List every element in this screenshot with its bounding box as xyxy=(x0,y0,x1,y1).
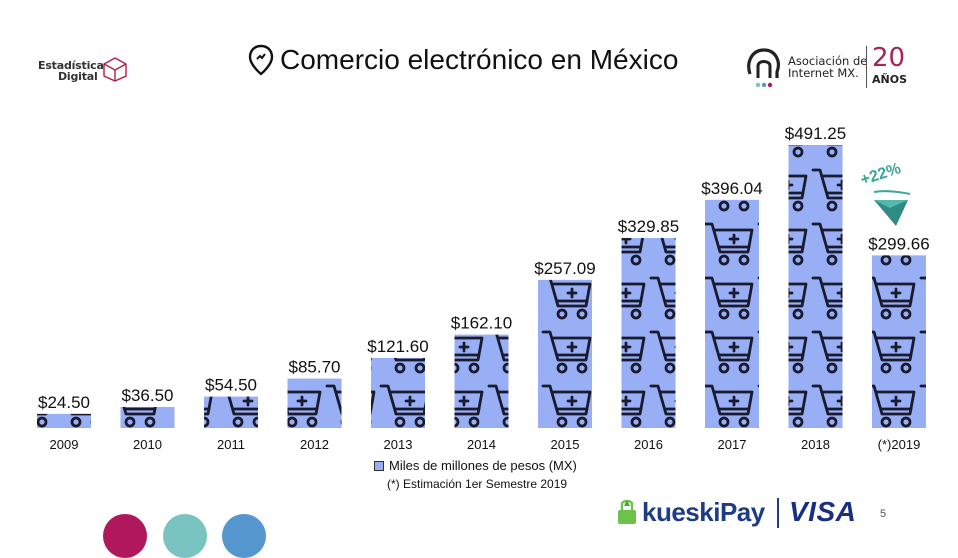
legend-swatch xyxy=(374,460,384,471)
x-tick-label-2015: 2015 xyxy=(551,437,580,452)
cube-icon xyxy=(103,57,127,82)
kueski-wordmark: kueskiPay xyxy=(642,496,765,527)
kueski-bag-icon xyxy=(618,499,636,524)
legend-label: Miles de millones de pesos (MX) xyxy=(389,458,577,473)
bar-cart-pattern-2017 xyxy=(705,199,759,428)
bar-cart-pattern-2016 xyxy=(621,237,676,428)
value-label-2009: $24.50 xyxy=(38,393,90,412)
arrow-down-icon xyxy=(873,190,911,226)
logo-left-line2: Digital xyxy=(58,70,98,83)
ai-mx-emblem-icon xyxy=(747,48,780,88)
value-label-2018: $491.25 xyxy=(785,124,846,143)
bar-cart-pattern-2015 xyxy=(538,279,592,428)
bar-cart-pattern-2009 xyxy=(37,413,91,428)
asociacion-internet-logo: Asociación de Internet MX. 20 AÑOS xyxy=(744,44,916,94)
x-tick-label-(*)2019: (*)2019 xyxy=(878,437,921,452)
teal-circle xyxy=(163,514,207,558)
logo-left-line1: Estadística xyxy=(38,59,104,72)
value-label-2016: $329.85 xyxy=(618,217,679,236)
value-label-(*)2019: $299.66 xyxy=(868,234,929,253)
x-tick-label-2012: 2012 xyxy=(300,437,329,452)
blue-circle xyxy=(222,514,266,558)
anniversary-label: AÑOS xyxy=(872,73,907,86)
x-tick-label-2016: 2016 xyxy=(634,437,663,452)
bar-cart-pattern-2018 xyxy=(788,145,843,428)
footnote: (*) Estimación 1er Semestre 2019 xyxy=(387,477,568,491)
value-label-2013: $121.60 xyxy=(367,337,428,356)
value-label-2011: $54.50 xyxy=(205,376,257,395)
location-pin-icon xyxy=(248,44,274,76)
page-title-block: Comercio electrónico en México xyxy=(248,40,678,80)
value-label-2012: $85.70 xyxy=(289,358,341,377)
x-tick-label-2018: 2018 xyxy=(801,437,830,452)
x-tick-label-2009: 2009 xyxy=(50,437,79,452)
x-tick-label-2010: 2010 xyxy=(133,437,162,452)
bar-cart-pattern-2013 xyxy=(371,357,425,428)
magenta-circle xyxy=(103,514,147,558)
sponsor-divider xyxy=(777,498,779,528)
ecommerce-bar-chart: $24.50 $36.50 $54.50 $85.70 $121.60 $162.10 $2… xyxy=(37,124,930,452)
anniversary-years: 20 xyxy=(872,43,906,73)
bar-cart-pattern-2014 xyxy=(454,334,509,428)
asociacion-line1: Asociación de xyxy=(788,54,868,68)
logo-divider xyxy=(866,46,867,88)
value-label-2010: $36.50 xyxy=(122,386,174,405)
bar-cart-pattern-2011 xyxy=(204,396,258,428)
bar-cart-pattern-(*)2019 xyxy=(872,255,926,428)
kueskipay-logo: kueskiPay xyxy=(616,496,765,528)
visa-wordmark: VISA xyxy=(789,496,857,527)
value-label-2015: $257.09 xyxy=(534,259,595,278)
asociacion-text: Asociación de Internet MX. xyxy=(788,55,867,79)
bar-cart-pattern-2012 xyxy=(287,378,342,428)
x-tick-label-2014: 2014 xyxy=(467,437,496,452)
bar-cart-pattern-2010 xyxy=(120,406,175,428)
x-tick-label-2011: 2011 xyxy=(217,437,245,452)
x-tick-label-2017: 2017 xyxy=(718,437,747,452)
page-number: 5 xyxy=(880,508,887,520)
asociacion-line2: Internet MX. xyxy=(788,66,859,80)
value-label-2014: $162.10 xyxy=(451,314,512,333)
x-tick-label-2013: 2013 xyxy=(384,437,413,452)
chart-legend: Miles de millones de pesos (MX) xyxy=(374,458,577,473)
estadistica-digital-logo: Estadística Digital xyxy=(38,52,130,86)
value-label-2017: $396.04 xyxy=(701,179,762,198)
page-title: Comercio electrónico en México xyxy=(280,44,679,75)
